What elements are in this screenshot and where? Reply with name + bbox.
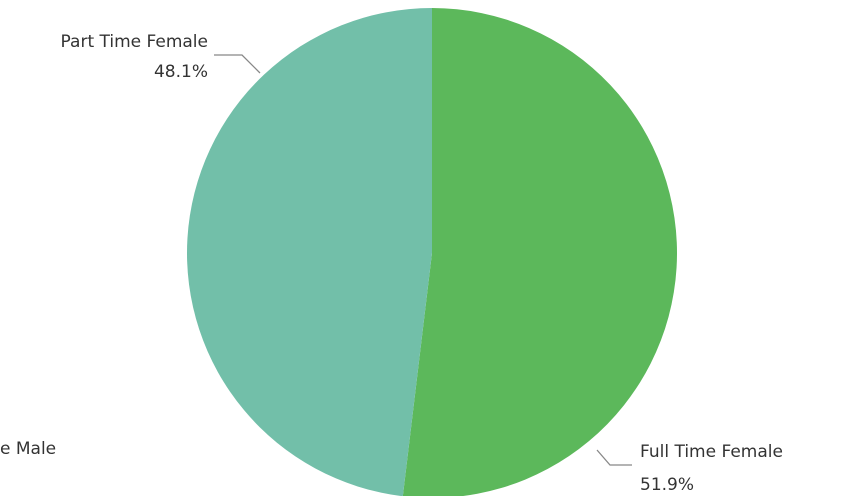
slice-value-label: 51.9% [640,475,694,495]
pie-slice [187,8,432,496]
leader-line [596,449,632,466]
leader-line [214,54,261,74]
slice-label: Full Time Female [640,442,783,462]
pie-slice [402,8,677,496]
slice-value-label: 48.1% [154,62,208,82]
annotation: e Male [0,439,56,459]
slice-label: Part Time Female [61,32,208,52]
